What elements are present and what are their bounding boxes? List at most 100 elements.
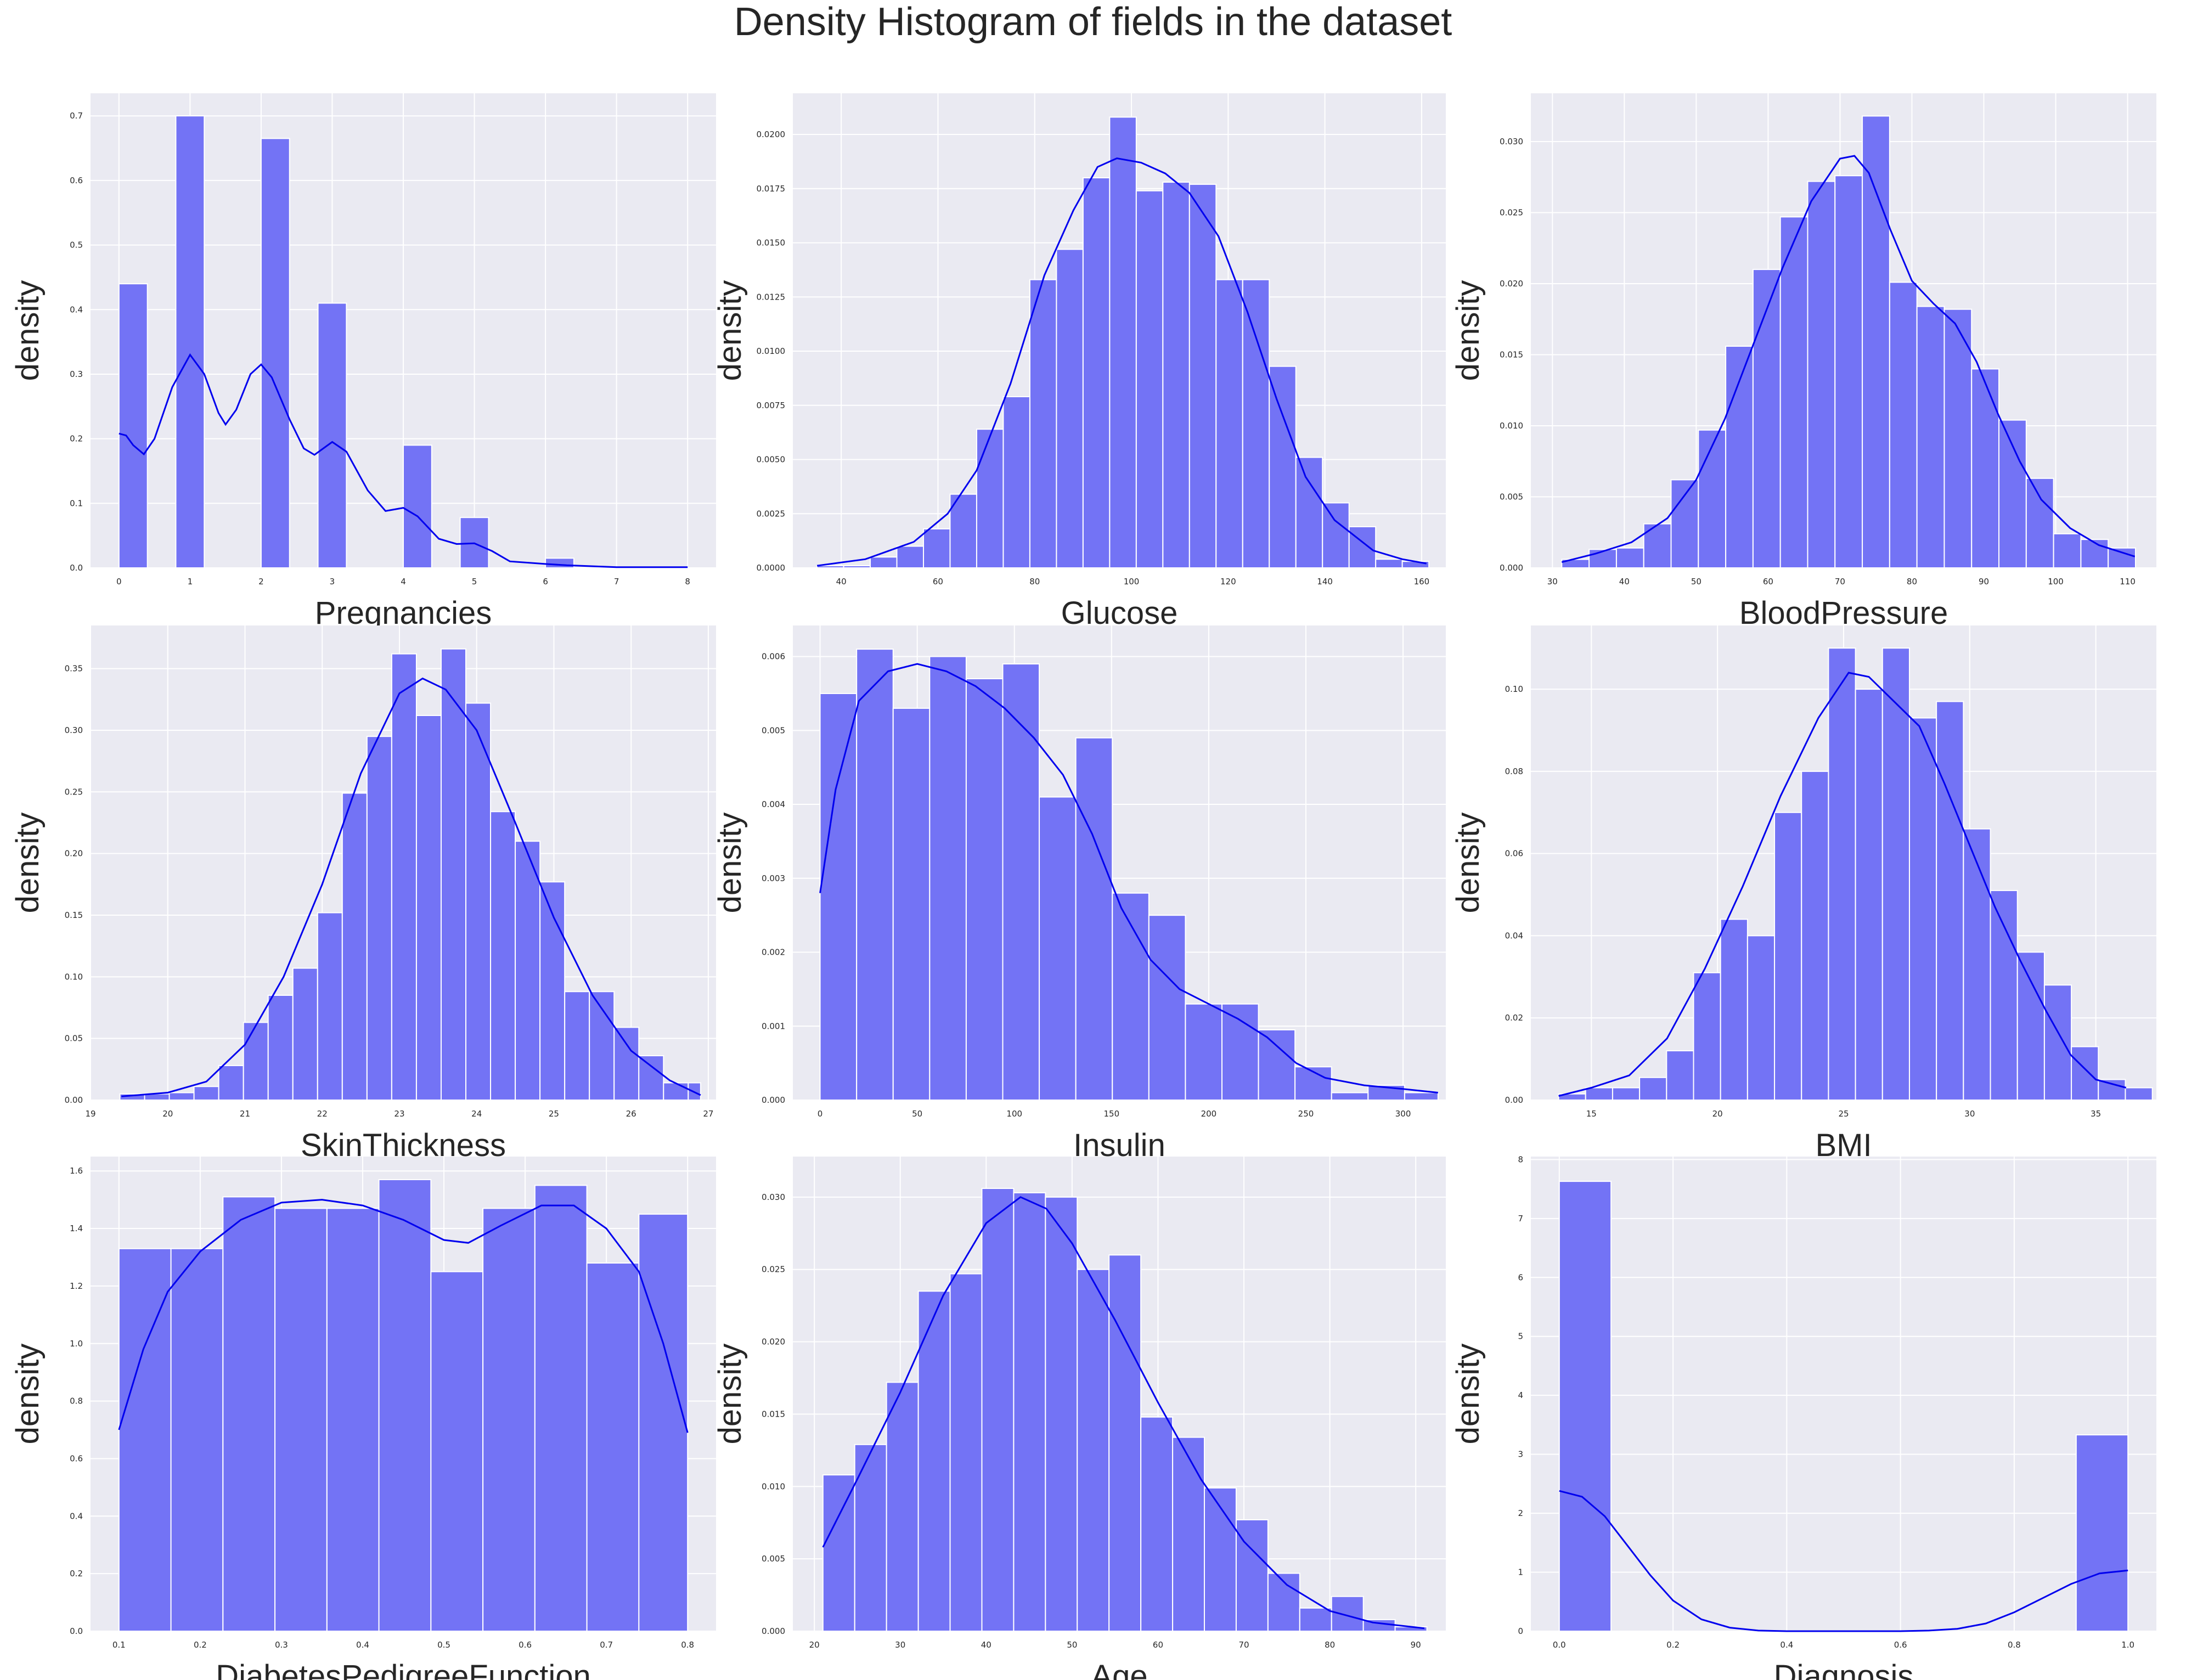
y-tick-label: 0.030 [762,1192,785,1202]
y-axis-label: density [712,1344,748,1445]
histogram-bar [1404,1092,1439,1101]
y-axis-label: density [10,280,46,381]
histogram-bar [1881,647,1910,1101]
x-tick-label: 0 [818,1109,823,1119]
y-tick-label: 0.015 [1500,350,1523,360]
x-tick-label: 300 [1395,1109,1411,1119]
histogram-bar [1140,1416,1174,1632]
histogram-bar [1889,281,1918,568]
x-tick-label: 100 [1006,1109,1022,1119]
x-tick-label: 30 [895,1640,905,1650]
histogram-bar [341,792,368,1101]
y-tick-label: 2 [1518,1508,1523,1518]
y-tick-label: 0.0175 [757,184,786,194]
histogram-bar [1029,279,1057,568]
y-tick-label: 1.6 [70,1166,83,1176]
y-axis-label: density [712,813,748,914]
histogram-bar [366,736,392,1101]
y-tick-label: 0.4 [70,305,83,314]
histogram-bar [1109,116,1137,568]
histogram-bar [822,1474,855,1632]
y-tick-label: 8 [1518,1154,1523,1164]
y-tick-label: 0.1 [70,498,83,508]
histogram-bar [2025,477,2054,568]
kde-curve [1558,672,2127,1097]
kde-curve [816,157,1427,567]
y-tick-label: 0.010 [762,1481,785,1491]
histogram-bar [175,115,205,568]
histogram-bar [1135,190,1164,568]
y-tick-label: 0.006 [762,652,785,662]
histogram-bar [1834,175,1863,568]
y-tick-label: 0.10 [1505,684,1523,694]
histogram-bar [2080,539,2109,569]
y-tick-label: 0.0050 [757,455,786,465]
y-tick-label: 1.0 [70,1339,83,1349]
kde-curve [1559,1490,2128,1632]
x-axis-label: Diagnosis [1774,1659,1914,1680]
kde-curve [1561,155,2136,563]
x-tick-label: 8 [685,577,690,587]
histogram-bar [1258,1029,1296,1101]
x-tick-label: 160 [1414,577,1430,587]
y-tick-label: 0.5 [70,240,83,250]
histogram-bar [1615,547,1644,568]
x-tick-label: 0.3 [275,1640,288,1650]
histogram-bar [896,545,925,568]
x-tick-label: 6 [543,577,548,587]
x-tick-label: 70 [1835,577,1845,587]
histogram-bar [1612,1087,1641,1101]
y-tick-label: 0.20 [65,849,83,859]
y-tick-label: 1.4 [70,1224,83,1233]
histogram-bar [1375,559,1403,569]
histogram-bar [638,1055,664,1101]
histogram-bar [1172,1436,1205,1632]
y-tick-label: 0.04 [1505,931,1523,940]
histogram-bar [965,678,1004,1101]
histogram-bar [378,1179,432,1632]
y-tick-label: 0.010 [1500,421,1523,431]
y-tick-label: 0.6 [70,176,83,185]
y-axis-label: density [1450,280,1486,381]
y-tick-label: 0.2 [70,434,83,444]
histogram-bar [1828,647,1856,1101]
panel-diagnosis: 0 1 2 3 4 5 6 7 8 0.0 0.2 0.4 0.6 0.8 1.0 Diagnosis dens… [1450,1154,2156,1680]
x-tick-label: 90 [1411,1640,1421,1650]
histogram-bar [2075,1434,2129,1632]
x-tick-label: 30 [1547,577,1558,587]
histogram-bar [1746,935,1776,1101]
histogram-bar [1013,1192,1046,1632]
histogram-bar [1807,181,1836,568]
histogram-bar [892,707,931,1101]
x-tick-label: 70 [1238,1640,1249,1650]
x-tick-label: 3 [330,577,335,587]
histogram-bar [1295,456,1323,568]
histogram-bar [1779,216,1808,568]
y-tick-label: 1 [1518,1568,1523,1577]
histogram-bar [118,283,148,568]
histogram-bar [1752,269,1781,569]
x-tick-label: 0.8 [681,1640,694,1650]
x-axis-label: Age [1091,1659,1147,1680]
histogram-bar [1639,1076,1667,1101]
x-tick-label: 250 [1298,1109,1314,1119]
y-tick-label: 0.00 [65,1095,83,1105]
histogram-bar [170,1248,224,1632]
histogram-bar [638,1213,689,1632]
x-tick-label: 0.1 [112,1640,126,1650]
x-tick-label: 23 [394,1109,404,1119]
y-tick-label: 0.000 [1500,563,1523,573]
y-tick-label: 0.0025 [757,509,786,518]
histogram-bar [929,656,967,1101]
x-axis-label: BloodPressure [1739,595,1948,631]
histogram-bar [545,557,574,568]
histogram-bar [292,967,318,1101]
x-tick-label: 50 [912,1109,922,1119]
kde-curve [121,677,701,1097]
histogram-bar [1963,828,1991,1101]
histogram-bar [430,1271,484,1632]
histogram-bar [534,1185,588,1632]
panel-diabetespedigreefunction: 0.0 0.2 0.4 0.6 0.8 1.0 1.2 1.4 1.6 0.1 0.2 0.3 0.4 0… [10,1157,716,1680]
y-tick-label: 0.015 [762,1409,785,1419]
histogram-bar [1204,1487,1237,1632]
